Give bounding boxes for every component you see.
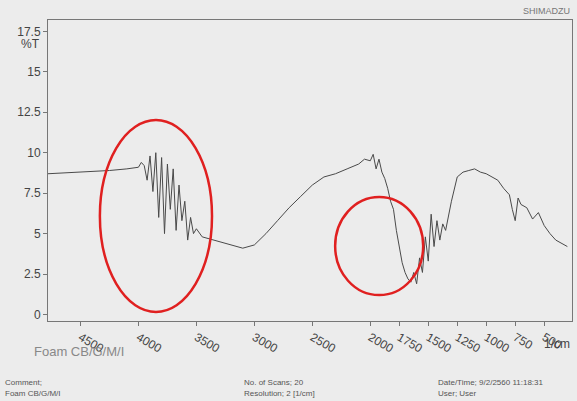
- svg-text:7.5: 7.5: [24, 186, 41, 200]
- svg-text:No. of Scans; 20: No. of Scans; 20: [244, 378, 304, 387]
- svg-text:1500: 1500: [424, 330, 454, 356]
- svg-text:1/cm: 1/cm: [544, 337, 570, 351]
- svg-text:500: 500: [540, 330, 565, 352]
- svg-text:1000: 1000: [482, 330, 512, 356]
- svg-text:17.5: 17.5: [17, 25, 41, 39]
- svg-text:3000: 3000: [250, 330, 280, 356]
- svg-text:3500: 3500: [192, 330, 222, 356]
- svg-text:Comment;: Comment;: [5, 378, 42, 387]
- svg-text:12.5: 12.5: [17, 105, 41, 119]
- svg-text:4500: 4500: [76, 330, 106, 356]
- svg-text:4000: 4000: [134, 330, 164, 356]
- svg-text:0: 0: [34, 308, 41, 322]
- svg-text:Resolution; 2 [1/cm]: Resolution; 2 [1/cm]: [244, 389, 315, 398]
- svg-text:%T: %T: [21, 37, 40, 51]
- svg-text:Foam CB/G/M/I: Foam CB/G/M/I: [5, 389, 61, 398]
- svg-text:750: 750: [511, 330, 536, 352]
- svg-text:Date/Time; 9/2/2560 11:18:31: Date/Time; 9/2/2560 11:18:31: [438, 378, 544, 387]
- svg-text:1750: 1750: [395, 330, 425, 356]
- svg-text:2500: 2500: [308, 330, 338, 356]
- svg-text:5: 5: [34, 227, 41, 241]
- svg-text:15: 15: [27, 65, 41, 79]
- svg-text:1250: 1250: [453, 330, 483, 356]
- svg-text:10: 10: [27, 146, 41, 160]
- svg-text:2000: 2000: [366, 330, 396, 356]
- svg-text:User; User: User; User: [438, 389, 477, 398]
- svg-text:2.5: 2.5: [24, 267, 41, 281]
- svg-text:Foam CB/G/M/I: Foam CB/G/M/I: [34, 344, 124, 359]
- svg-text:SHIMADZU: SHIMADZU: [523, 6, 570, 16]
